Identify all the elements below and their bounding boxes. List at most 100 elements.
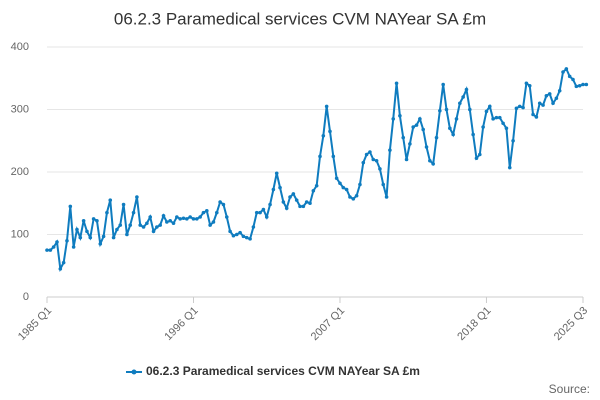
point <box>271 187 276 192</box>
point <box>158 223 162 227</box>
point <box>191 217 196 221</box>
point <box>71 245 76 249</box>
point <box>301 204 306 209</box>
point <box>264 215 269 219</box>
point <box>91 217 96 221</box>
point <box>527 83 532 88</box>
point <box>497 115 502 120</box>
y-tick-label: 0 <box>23 291 29 303</box>
point <box>308 201 312 206</box>
point <box>511 138 515 143</box>
point <box>145 221 149 226</box>
series-line <box>47 67 587 273</box>
point <box>408 142 412 146</box>
point <box>384 195 389 199</box>
point <box>321 133 326 138</box>
point <box>294 198 299 202</box>
point <box>444 107 449 112</box>
point <box>484 109 489 114</box>
x-tick-label: 2007 Q1 <box>309 305 347 343</box>
point <box>168 218 172 223</box>
point <box>181 216 186 221</box>
point <box>448 126 452 131</box>
point <box>318 154 322 159</box>
point <box>198 215 202 219</box>
legend-marker <box>131 369 137 375</box>
point <box>51 245 56 249</box>
point <box>328 129 332 134</box>
point <box>138 223 143 227</box>
point <box>314 183 319 188</box>
point <box>231 233 236 238</box>
point <box>404 157 409 162</box>
y-tick-label: 100 <box>11 228 29 240</box>
point <box>344 187 349 192</box>
point <box>268 202 272 207</box>
point <box>105 210 109 215</box>
point <box>341 185 346 190</box>
point <box>421 127 425 132</box>
point <box>354 193 359 198</box>
point <box>244 235 249 240</box>
point <box>374 158 379 163</box>
point <box>241 234 246 239</box>
chart-title: 06.2.3 Paramedical services CVM NAYear S… <box>114 9 486 28</box>
point <box>411 125 416 129</box>
point <box>331 154 336 159</box>
point <box>61 260 66 265</box>
point <box>208 223 212 227</box>
point <box>131 210 136 215</box>
y-tick-label: 200 <box>11 166 29 178</box>
point <box>524 81 529 86</box>
x-tick-label: 2018 Q1 <box>455 305 493 343</box>
point <box>111 235 116 240</box>
point <box>534 115 539 119</box>
point <box>195 217 199 221</box>
point <box>175 215 179 219</box>
point <box>537 101 542 106</box>
y-tick-label: 400 <box>11 41 29 53</box>
point <box>364 152 369 157</box>
point <box>88 235 93 240</box>
point <box>148 215 153 219</box>
point <box>258 210 262 215</box>
point <box>398 113 402 118</box>
point <box>474 156 479 161</box>
point <box>547 92 552 96</box>
point <box>284 206 289 211</box>
point <box>108 198 113 202</box>
point <box>381 182 386 187</box>
point <box>214 210 219 215</box>
point <box>461 95 465 99</box>
point <box>464 87 469 92</box>
point <box>574 84 579 89</box>
point <box>424 145 429 149</box>
point <box>571 77 575 82</box>
point <box>577 83 582 88</box>
point <box>288 195 292 199</box>
point <box>414 123 419 127</box>
point <box>48 248 53 252</box>
point <box>351 197 356 201</box>
point <box>155 225 159 229</box>
point <box>434 135 439 140</box>
point <box>125 232 129 237</box>
point <box>185 217 189 221</box>
point <box>334 176 339 181</box>
point <box>211 220 216 224</box>
point <box>401 135 406 140</box>
point <box>171 221 176 226</box>
point <box>224 215 229 219</box>
point <box>581 82 585 87</box>
point <box>567 74 572 79</box>
point <box>454 117 459 121</box>
point <box>281 200 286 204</box>
point <box>68 204 73 209</box>
point <box>151 229 156 234</box>
point <box>504 126 509 131</box>
point <box>338 181 342 186</box>
point <box>161 213 166 218</box>
legend-label: 06.2.3 Paramedical services CVM NAYear S… <box>146 364 420 378</box>
point <box>557 88 562 93</box>
point <box>394 81 399 86</box>
